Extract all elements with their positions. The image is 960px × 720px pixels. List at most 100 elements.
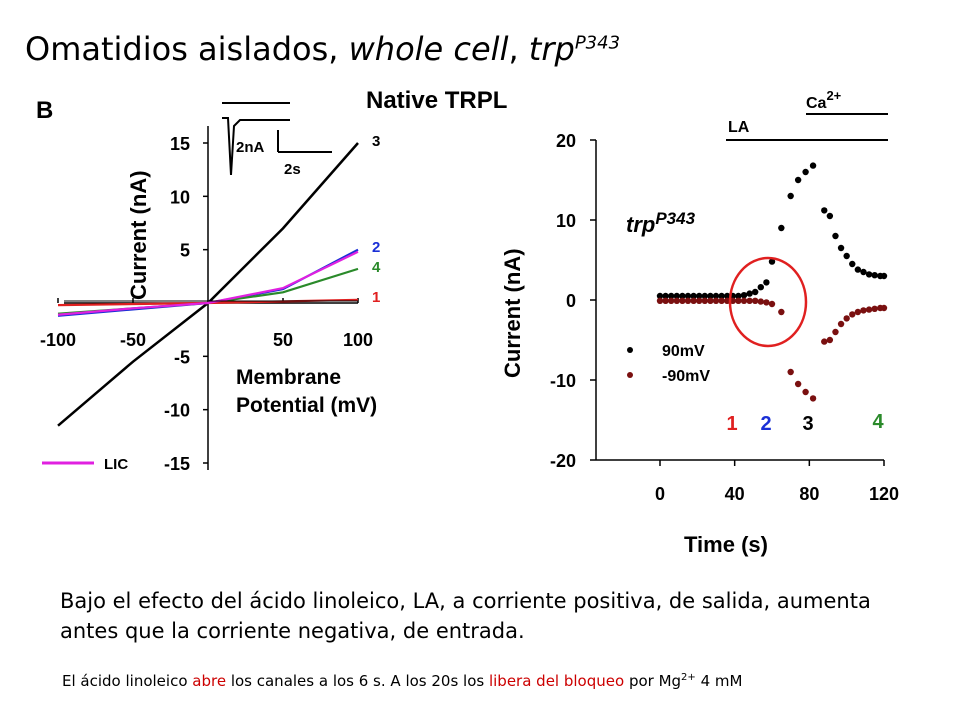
stage-label-1: 1 — [726, 413, 737, 435]
footnote-abre: abre — [192, 672, 227, 690]
iv-series-label-3: 3 — [372, 133, 380, 150]
point-minus90mv — [794, 380, 802, 388]
panel-heading: Native TRPL — [366, 87, 507, 114]
title-superscript: P343 — [574, 32, 621, 54]
point-90mv — [662, 292, 669, 300]
point-90mv — [787, 192, 794, 200]
point-90mv — [843, 252, 850, 260]
stage-label-2: 2 — [760, 413, 771, 435]
point-minus90mv — [849, 311, 856, 318]
point-90mv — [821, 207, 828, 214]
stage-label-3: 3 — [802, 413, 813, 435]
iv-series-label-2: 2 — [372, 239, 380, 256]
point-minus90mv — [673, 297, 680, 304]
point-minus90mv — [763, 299, 770, 306]
point-minus90mv — [865, 306, 873, 313]
ca-label: Ca2+ — [806, 88, 842, 112]
caption: Bajo el efecto del ácido linoleico, LA, … — [60, 589, 871, 643]
title-italic: whole cell — [348, 30, 509, 68]
legend-minus90mv-marker — [627, 372, 633, 378]
time-y-tick-label: 20 — [556, 131, 576, 151]
point-90mv — [802, 168, 809, 176]
point-90mv — [763, 279, 770, 286]
footnote-part1: El ácido linoleico — [62, 672, 193, 690]
point-90mv — [837, 244, 845, 252]
point-minus90mv — [854, 308, 862, 316]
point-minus90mv — [679, 297, 686, 304]
point-minus90mv — [718, 297, 725, 304]
point-90mv — [860, 268, 867, 276]
iv-y-tick-label: -10 — [164, 401, 190, 421]
footnote-part6: 4 mM — [695, 672, 743, 690]
iv-x-tick-label: -100 — [40, 330, 76, 350]
point-90mv — [865, 271, 873, 278]
footnote-part5: por Mg — [624, 672, 682, 690]
stage-label-4: 4 — [872, 411, 884, 433]
point-minus90mv — [778, 308, 785, 316]
point-minus90mv — [707, 297, 714, 304]
iv-series-label-4: 4 — [372, 259, 381, 276]
point-90mv — [690, 292, 697, 300]
highlight-circle — [728, 256, 808, 348]
iv-y-tick-label: 15 — [170, 134, 190, 154]
point-90mv — [832, 232, 839, 240]
time-y-tick-label: 0 — [566, 291, 576, 311]
point-minus90mv — [826, 336, 834, 344]
iv-y-tick-label: -5 — [174, 347, 190, 367]
point-minus90mv — [701, 297, 708, 304]
point-90mv — [752, 288, 759, 296]
footnote-superscript: 2+ — [681, 672, 696, 683]
point-minus90mv — [837, 320, 845, 328]
iv-x-tick-label: 50 — [273, 330, 293, 350]
iv-x-tick-label: -50 — [120, 330, 146, 350]
footnote-part3: los canales a los 6 s. A los 20s los — [226, 672, 489, 690]
point-minus90mv — [821, 338, 828, 345]
title-main: Omatidios aislados, — [25, 30, 349, 68]
point-minus90mv — [809, 395, 817, 402]
point-90mv — [880, 272, 888, 280]
point-minus90mv — [662, 297, 669, 304]
inset-scale-x-label: 2s — [284, 161, 301, 178]
iv-y-tick-label: -15 — [164, 454, 190, 474]
time-x-tick-label: 80 — [799, 484, 819, 504]
point-90mv — [684, 292, 692, 300]
point-90mv — [735, 292, 742, 300]
time-y-ticks: 20 10 0 -10 -20 — [550, 131, 596, 471]
inset-trace — [222, 117, 290, 176]
la-label: LA — [728, 119, 750, 136]
point-minus90mv — [843, 315, 850, 322]
point-minus90mv — [768, 300, 776, 308]
slide-title: Omatidios aislados, whole cell, trpP343 — [25, 30, 620, 68]
iv-series-label-1: 1 — [372, 289, 380, 306]
point-90mv — [740, 292, 748, 299]
time-x-tick-label: 0 — [655, 484, 665, 504]
point-minus90mv — [712, 297, 720, 304]
point-minus90mv — [757, 298, 764, 305]
point-90mv — [707, 292, 714, 300]
point-minus90mv — [690, 297, 697, 304]
iv-y-label: Current (nA) — [126, 170, 151, 300]
point-90mv — [668, 292, 675, 300]
point-minus90mv — [871, 305, 878, 312]
point-minus90mv — [880, 304, 888, 312]
point-minus90mv — [752, 297, 759, 304]
panel-label: B — [36, 97, 53, 124]
point-90mv — [679, 292, 686, 300]
iv-series-lic — [57, 250, 359, 316]
point-minus90mv — [832, 328, 839, 336]
point-minus90mv — [656, 297, 664, 304]
iv-x-ticks: -100 -50 50 100 — [40, 298, 373, 350]
iv-series-group — [57, 142, 359, 427]
title-sep: , — [508, 30, 529, 68]
iv-plot: -100 -50 50 100 15 10 5 -5 -10 -15 3 2 4 1 Membrane… — [40, 102, 381, 474]
time-chart-title: trpP343 — [626, 209, 696, 237]
point-90mv — [673, 292, 680, 300]
point-90mv — [849, 260, 856, 268]
time-series-group — [656, 162, 888, 402]
footnote-libera: libera del bloqueo — [488, 672, 625, 690]
point-minus90mv — [696, 297, 703, 304]
time-x-ticks: 0 40 80 120 — [655, 460, 899, 504]
time-y-tick-label: -20 — [550, 451, 576, 471]
iv-y-tick-label: 10 — [170, 187, 190, 207]
point-minus90mv — [787, 368, 794, 376]
